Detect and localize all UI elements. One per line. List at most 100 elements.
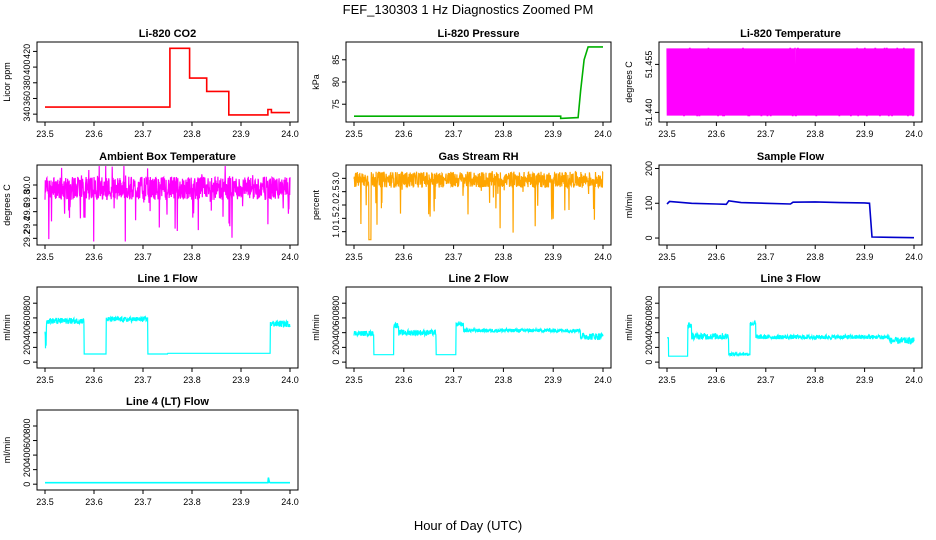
x-tick-label: 23.6 — [395, 129, 413, 139]
y-tick-label: 600 — [331, 310, 341, 325]
series-line — [44, 314, 291, 355]
panel-title: Line 1 Flow — [138, 273, 198, 285]
y-tick-label: 400 — [22, 448, 32, 463]
y-tick-label: 75 — [331, 99, 341, 109]
x-tick-label: 23.7 — [757, 375, 775, 385]
y-tick-label: 400 — [331, 325, 341, 340]
panel-1: Li-820 Pressure 23.5 23.6 23.7 23.8 23.9 24.0 7… — [311, 28, 612, 139]
x-tick-label: 23.9 — [544, 129, 562, 139]
y-tick-label: 800 — [331, 296, 341, 311]
y-tick-label: 800 — [644, 296, 654, 311]
x-tick-label: 23.7 — [134, 497, 152, 507]
x-tick-label: 23.5 — [36, 497, 54, 507]
plot-frame — [36, 286, 299, 369]
x-tick-label: 23.9 — [232, 252, 250, 262]
y-tick-label: 200 — [22, 340, 32, 355]
series-line — [667, 319, 915, 358]
plot-frame — [36, 164, 299, 246]
y-tick-label: 29.8 — [22, 190, 32, 208]
y-tick-label: 0 — [22, 482, 32, 487]
x-tick-label: 23.9 — [544, 252, 562, 262]
plot-frame — [658, 286, 923, 369]
x-tick-label: 24.0 — [905, 252, 923, 262]
y-tick-label: 380 — [22, 75, 32, 90]
x-tick-label: 24.0 — [594, 252, 612, 262]
x-tick-label: 23.6 — [85, 375, 103, 385]
x-tick-label: 23.6 — [708, 375, 726, 385]
y-tick-label: 51.455 — [644, 51, 654, 79]
y-tick-label: 51.440 — [644, 99, 654, 127]
x-tick-label: 23.9 — [856, 375, 874, 385]
x-tick-label: 23.5 — [658, 252, 676, 262]
panel-title: Gas Stream RH — [438, 151, 518, 163]
y-tick-label: 29.6 — [22, 203, 32, 221]
panel-6: Line 1 Flow 23.5 23.6 23.7 23.8 23.9 24.0 0 2004… — [2, 273, 299, 385]
panel-5: Sample Flow 23.5 23.6 23.7 23.8 23.9 24.0 0 100 2… — [624, 151, 923, 262]
y-tick-label: 600 — [22, 310, 32, 325]
x-tick-label: 23.8 — [806, 252, 824, 262]
y-tick-label: 360 — [22, 91, 32, 106]
figure-title: FEF_130303 1 Hz Diagnostics Zoomed PM — [343, 2, 594, 17]
y-tick-label: 400 — [644, 325, 654, 340]
series-line — [354, 46, 603, 120]
y-tick-label: 0 — [644, 236, 654, 241]
x-tick-label: 23.5 — [658, 129, 676, 139]
x-tick-label: 23.7 — [445, 252, 463, 262]
x-tick-label: 23.8 — [495, 129, 513, 139]
panels-group: Li-820 CO2 23.5 23.6 23.7 23.8 23.9 24.0 340360… — [2, 28, 923, 507]
y-tick-label: 400 — [22, 325, 32, 340]
panel-title: Li-820 Temperature — [740, 28, 841, 40]
panel-title: Li-820 Pressure — [438, 28, 520, 40]
series-line — [353, 170, 604, 241]
x-tick-label: 23.9 — [856, 252, 874, 262]
x-tick-label: 23.6 — [395, 375, 413, 385]
y-axis-label: kPa — [311, 74, 321, 90]
plot-frame — [658, 41, 923, 123]
y-tick-label: 600 — [22, 433, 32, 448]
panel-title: Li-820 CO2 — [139, 28, 196, 40]
x-tick-label: 23.8 — [806, 129, 824, 139]
x-tick-label: 23.7 — [445, 375, 463, 385]
y-tick-label: 200 — [644, 340, 654, 355]
panel-7: Line 2 Flow 23.5 23.6 23.7 23.8 23.9 24.0 0 2004… — [311, 273, 612, 385]
x-tick-label: 23.7 — [134, 252, 152, 262]
x-tick-label: 24.0 — [905, 375, 923, 385]
y-tick-label: 1.5 — [331, 212, 341, 225]
x-tick-label: 24.0 — [281, 129, 299, 139]
series-line — [44, 165, 291, 242]
x-tick-label: 23.6 — [85, 497, 103, 507]
y-tick-label: 29.4 — [22, 216, 32, 234]
x-tick-label: 23.9 — [232, 497, 250, 507]
x-tick-label: 23.6 — [708, 252, 726, 262]
y-axis-label: ml/min — [624, 192, 634, 219]
x-tick-label: 23.5 — [658, 375, 676, 385]
series-line — [45, 47, 290, 116]
x-tick-label: 23.8 — [806, 375, 824, 385]
x-tick-label: 23.8 — [183, 375, 201, 385]
y-axis-label: ml/min — [624, 314, 634, 341]
y-tick-label: 100 — [644, 196, 654, 211]
x-tick-label: 23.8 — [183, 497, 201, 507]
y-axis-label: ml/min — [311, 314, 321, 341]
x-tick-label: 23.8 — [183, 129, 201, 139]
plot-frame — [36, 41, 299, 123]
y-tick-label: 200 — [22, 462, 32, 477]
x-tick-label: 23.7 — [757, 129, 775, 139]
panel-3: Ambient Box Temperature 23.5 23.6 23.7 23.8 2… — [2, 151, 299, 262]
series-line — [45, 477, 290, 484]
y-tick-label: 3.0 — [331, 172, 341, 185]
panel-9: Line 4 (LT) Flow 23.5 23.6 23.7 23.8 23.9 24.0… — [2, 396, 299, 507]
x-tick-label: 23.7 — [134, 129, 152, 139]
y-tick-label: 340 — [22, 107, 32, 122]
series-line — [666, 47, 915, 117]
y-tick-label: 2.0 — [331, 199, 341, 212]
y-tick-label: 29.2 — [22, 230, 32, 248]
x-tick-label: 23.5 — [36, 252, 54, 262]
x-tick-label: 24.0 — [281, 252, 299, 262]
y-tick-label: 30.0 — [22, 176, 32, 194]
y-tick-label: 200 — [644, 161, 654, 176]
x-tick-label: 23.7 — [134, 375, 152, 385]
x-tick-label: 23.5 — [345, 129, 363, 139]
y-tick-label: 0 — [331, 360, 341, 365]
x-tick-label: 23.5 — [345, 375, 363, 385]
